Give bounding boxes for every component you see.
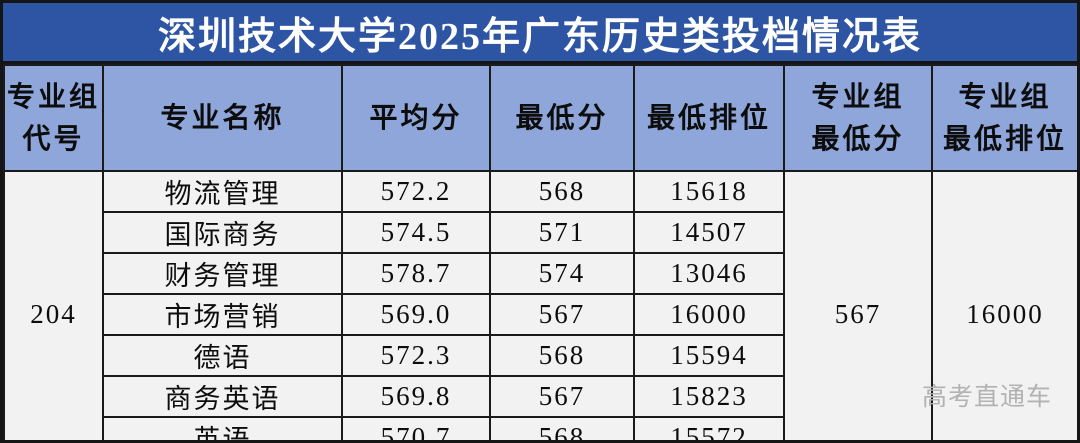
table-row: 商务英语 569.8 567 15823 — [4, 375, 1077, 418]
major-cell: 国际商务 — [102, 211, 343, 254]
min-score-cell: 571 — [489, 211, 635, 254]
min-score-cell: 574 — [489, 252, 635, 295]
avg-score-cell: 570.7 — [341, 416, 491, 440]
col-header-group-code: 专业组 代号 — [3, 64, 104, 172]
min-score-cell: 567 — [489, 375, 635, 418]
col-header-avg-score: 平均分 — [341, 64, 491, 172]
min-rank-cell: 14507 — [633, 211, 785, 254]
major-cell: 市场营销 — [102, 293, 343, 336]
page-title: 深圳技术大学2025年广东历史类投档情况表 — [157, 15, 922, 58]
min-score-cell: 567 — [489, 293, 635, 336]
table-row: 德语 572.3 568 15594 — [4, 334, 1077, 377]
major-cell: 英语 — [102, 416, 343, 440]
col-header-min-rank: 最低排位 — [633, 64, 785, 172]
min-rank-cell: 16000 — [633, 293, 785, 336]
col-header-major-name: 专业名称 — [102, 64, 343, 172]
group-code-cell: 204 — [3, 170, 104, 440]
col-header-min-score: 最低分 — [489, 64, 635, 172]
admission-table: 专业组 代号 专业名称 平均分 最低分 最低排位 专业组 最低分 — [3, 64, 1077, 440]
col-header-group-min-rank: 专业组 最低排位 — [931, 64, 1077, 172]
avg-score-cell: 572.2 — [341, 170, 491, 213]
min-rank-cell: 15572 — [633, 416, 785, 440]
avg-score-cell: 578.7 — [341, 252, 491, 295]
min-rank-cell: 13046 — [633, 252, 785, 295]
table-row: 英语 570.7 568 15572 — [4, 416, 1077, 440]
min-score-cell: 568 — [489, 416, 635, 440]
table-row: 市场营销 569.0 567 16000 — [4, 293, 1077, 336]
min-score-cell: 568 — [489, 334, 635, 377]
table-row: 财务管理 578.7 574 13046 — [4, 252, 1077, 295]
avg-score-cell: 569.8 — [341, 375, 491, 418]
table-title-bar: 深圳技术大学2025年广东历史类投档情况表 — [3, 3, 1077, 64]
avg-score-cell: 572.3 — [341, 334, 491, 377]
group-min-rank-cell: 16000 — [931, 170, 1077, 440]
min-rank-cell: 15823 — [633, 375, 785, 418]
group-min-score-cell: 567 — [783, 170, 933, 440]
table-row: 国际商务 574.5 571 14507 — [4, 211, 1077, 254]
header-row: 专业组 代号 专业名称 平均分 最低分 最低排位 专业组 最低分 — [3, 64, 1077, 172]
min-score-cell: 568 — [489, 170, 635, 213]
major-cell: 商务英语 — [102, 375, 343, 418]
major-cell: 财务管理 — [102, 252, 343, 295]
col-header-group-min-score: 专业组 最低分 — [783, 64, 933, 172]
avg-score-cell: 574.5 — [341, 211, 491, 254]
avg-score-cell: 569.0 — [341, 293, 491, 336]
min-rank-cell: 15594 — [633, 334, 785, 377]
major-cell: 物流管理 — [102, 170, 343, 213]
table-row: 204 物流管理 572.2 568 15618 567 16000 — [3, 170, 1077, 440]
major-cell: 德语 — [102, 334, 343, 377]
min-rank-cell: 15618 — [633, 170, 785, 213]
